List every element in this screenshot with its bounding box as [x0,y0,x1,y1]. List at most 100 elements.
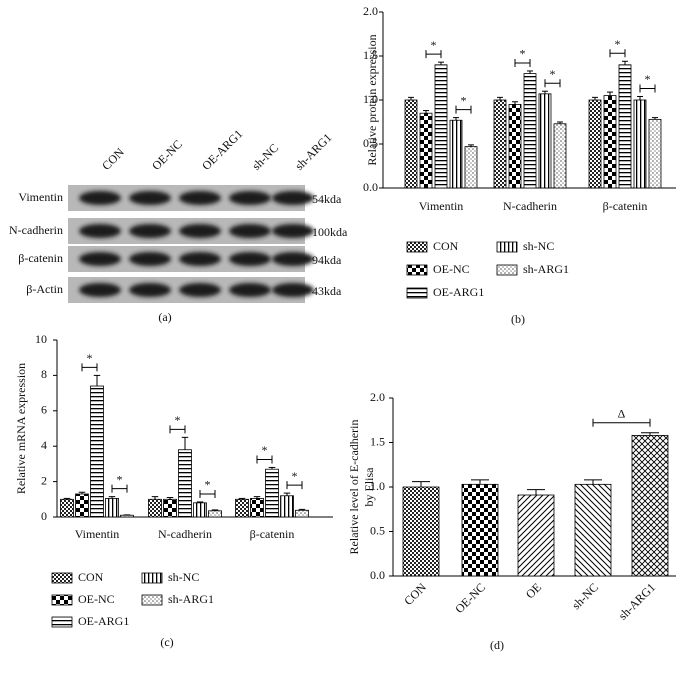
error-bar [298,508,306,511]
significance-mark: * [87,351,93,365]
lane-label: OE-NC [149,137,185,173]
bar [523,73,537,189]
error-bar [592,96,598,100]
error-bar [641,432,659,436]
significance-bracket [111,484,128,493]
error-bar [423,110,429,114]
error-bar [527,489,545,496]
significance-bracket [592,418,651,427]
lane-label: CON [99,145,127,173]
protein-label: β-Actin [26,282,63,296]
bar [402,486,440,577]
protein-label: Vimentin [18,190,63,204]
error-bar [211,509,219,511]
y-tick-label: 2.0 [363,4,378,18]
significance-bracket [639,84,656,93]
bar [105,498,119,518]
error-bar [253,496,261,499]
y-tick-label: 0.0 [363,180,378,194]
blot-band [179,283,221,297]
legend-swatch [406,241,428,253]
y-tick-label: 10 [35,332,47,346]
y-tick-label: 2 [41,473,47,487]
legend-label: CON [78,570,104,584]
blot-band [229,252,271,266]
legend-label: OE-NC [78,592,115,606]
bar [517,494,555,577]
error-bar [108,496,116,499]
significance-mark: * [205,478,211,492]
error-bar [468,144,474,147]
legend-swatch [141,572,163,584]
significance-mark: * [615,37,621,51]
legend-swatch [51,616,73,628]
error-bar [181,436,189,450]
blot-band [272,252,314,266]
lane-label: sh-ARG1 [292,130,334,172]
y-tick-label: 0.5 [363,136,378,150]
error-bar [78,491,86,494]
bar [250,498,264,518]
significance-bracket [455,105,472,114]
bar [618,64,632,189]
bar [280,495,294,518]
panel-label: (d) [490,638,504,652]
bar [163,498,177,518]
bar [60,498,74,518]
y-tick-label: 1.0 [370,479,385,493]
bar [464,146,478,189]
y-axis-label: Relative mRNA expression [14,363,28,494]
error-bar [453,117,459,121]
bar [120,514,134,518]
bar [538,93,552,189]
legend-swatch [141,594,163,606]
x-tick-label: OE-NC [452,580,488,616]
bar [90,385,104,518]
significance-mark: * [645,72,651,86]
blot-band [79,224,121,238]
blot-band [129,224,171,238]
blot-band [129,252,171,266]
x-tick-label: N-cadherin [158,527,212,541]
protein-label: N-cadherin [9,223,63,237]
size-label: 100kda [312,225,348,239]
blot-band [179,191,221,205]
bar [208,510,222,518]
legend-label: OE-ARG1 [433,285,484,299]
bar [419,112,433,189]
bar [404,99,418,189]
error-bar [283,492,291,496]
bar [193,502,207,518]
legend-label: OE-NC [433,262,470,276]
bar [295,509,309,518]
y-tick-label: 4 [41,438,47,452]
error-bar [151,496,159,500]
legend-swatch [496,241,518,253]
x-tick-label: N-cadherin [503,199,557,213]
bar [574,483,612,577]
error-bar [512,101,518,105]
significance-bracket [199,489,216,498]
y-tick-label: 1.5 [363,48,378,62]
y-axis-label: Relative protein expression [365,34,379,165]
bar [449,119,463,189]
significance-mark: Δ [618,406,626,420]
error-bar [607,91,613,96]
y-tick-label: 0 [41,509,47,523]
y-tick-label: 8 [41,367,47,381]
y-tick-label: 2.0 [370,390,385,404]
error-bar [471,479,489,485]
bar [588,99,602,189]
bar [434,64,448,189]
error-bar [637,95,643,100]
blot-band [272,283,314,297]
y-axis-label: by Elisa [362,467,376,507]
legend-swatch [496,264,518,276]
blot-band [79,191,121,205]
x-tick-label: β-catenin [603,199,648,213]
x-tick-label: Vimentin [419,199,464,213]
error-bar [196,501,204,503]
bar [235,498,249,518]
size-label: 54kda [312,192,342,206]
